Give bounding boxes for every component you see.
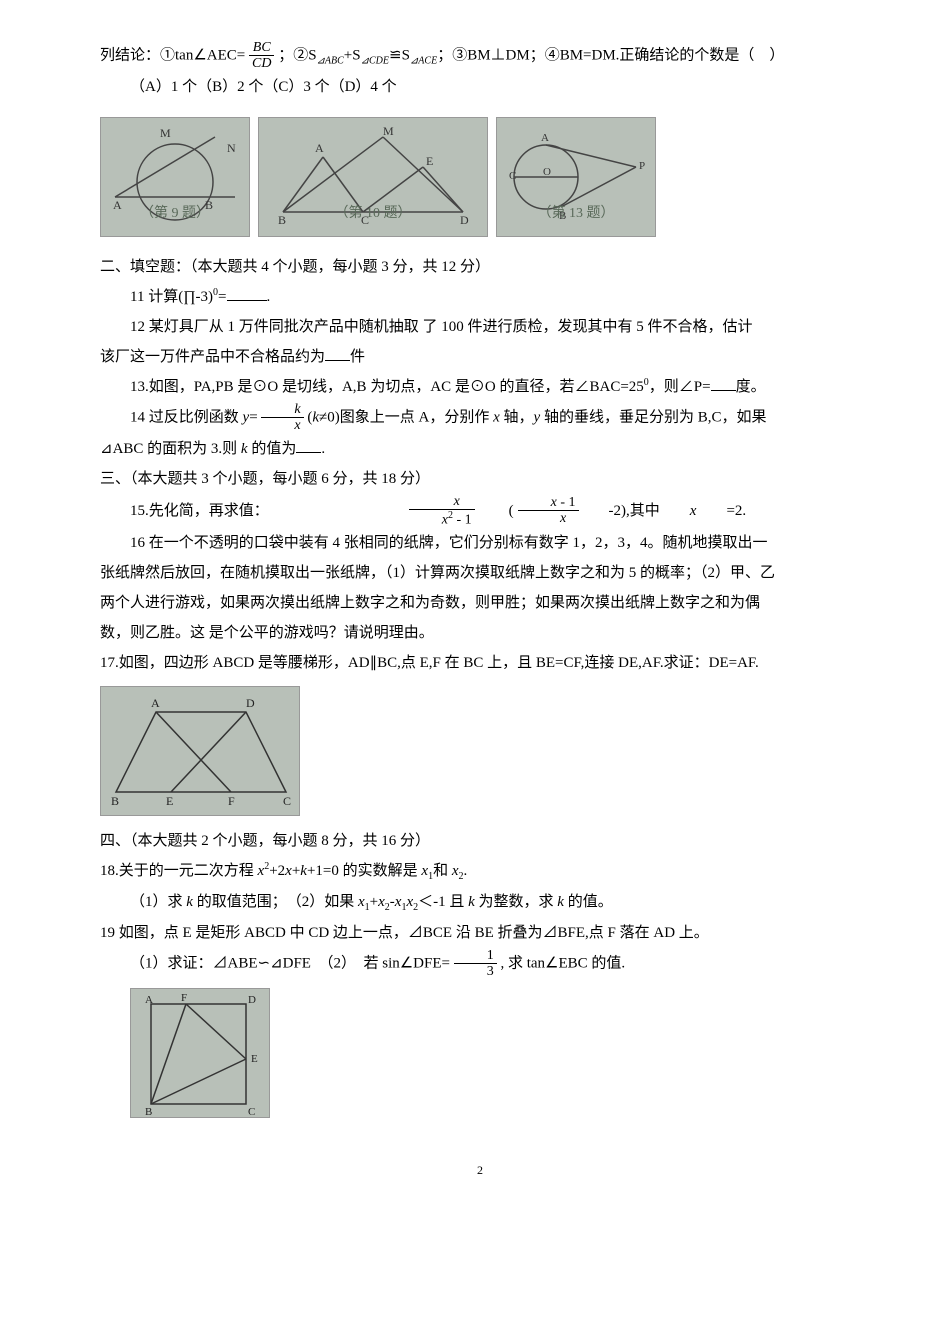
svg-text:E: E [166,794,173,808]
svg-text:M: M [383,127,394,138]
svg-text:A: A [151,696,160,710]
q12-line1: 12 某灯具厂从 1 万件同批次产品中随机抽取 了 100 件进行质检，发现其中… [100,312,860,342]
figure-9: A B M N （第 9 题） [100,117,250,237]
section-4-heading: 四、（本大题共 2 个小题，每小题 8 分，共 16 分） [100,826,860,856]
figures-row: A B M N （第 9 题） M E B C D A （第 10 题） [100,117,860,237]
svg-text:C: C [283,794,291,808]
svg-text:F: F [181,992,187,1004]
figure-10: M E B C D A （第 10 题） [258,117,488,237]
q14-line2: ⊿ABC 的面积为 3.则 k 的值为. [100,434,860,464]
svg-text:M: M [160,127,171,140]
section-2-heading: 二、填空题：（本大题共 4 个小题，每小题 3 分，共 12 分） [100,252,860,282]
q18-sub: （1）求 k 的取值范围； （2）如果 x1+x2-x1x2＜-1 且 k 为整… [100,887,860,918]
q16-l4: 数，则乙胜。这 是个公平的游戏吗？请说明理由。 [100,618,860,648]
q18: 18.关于的一元二次方程 x2+2x+k+1=0 的实数解是 x1和 x2. [100,856,860,887]
figure-17: A D B E F C [100,686,300,816]
q11: 11 计算(∏-3)0=. [100,282,860,312]
svg-text:D: D [246,696,255,710]
svg-text:A: A [541,132,549,144]
svg-text:A: A [315,141,324,155]
svg-text:C: C [509,170,516,182]
svg-text:A: A [113,198,122,212]
q10-stem: 列结论：①tan∠AEC= BC CD ；②S⊿ABC+S⊿CDE≌S⊿ACE；… [100,40,860,72]
svg-text:B: B [145,1106,152,1118]
q11-blank [227,286,267,301]
svg-text:B: B [278,213,286,227]
q14-blank [296,438,321,453]
q14-line1: 14 过反比例函数 y= k x (k≠0)图象上一点 A，分别作 x 轴，y … [100,402,860,434]
fig9-caption: （第 9 题） [140,200,210,228]
q19-frac: 1 3 [454,948,497,980]
svg-text:E: E [426,154,433,168]
svg-text:O: O [543,166,551,178]
q19-sub: （1）求证：⊿ABE∽⊿DFE （2） 若 sin∠DFE= 1 3 , 求 t… [100,948,860,980]
q15-frac2: x - 1 x [518,495,579,527]
svg-text:E: E [251,1053,258,1065]
q12-line2: 该厂这一万件产品中不合格品约为件 [100,342,860,372]
q13: 13.如图，PA,PB 是⊙O 是切线，A,B 为切点，AC 是⊙O 的直径，若… [100,372,860,402]
q10-intro: 列结论：①tan∠AEC= [100,47,245,63]
svg-text:B: B [111,794,119,808]
section-3-heading: 三、（本大题共 3 个小题，每小题 6 分，共 18 分） [100,464,860,494]
q15-frac1: x x2 - 1 [409,494,475,528]
svg-text:C: C [248,1106,255,1118]
q15: 15.先化简，再求值： x x2 - 1 ( x - 1 x -2),其中 x=… [100,494,860,528]
q19: 19 如图，点 E 是矩形 ABCD 中 CD 边上一点，⊿BCE 沿 BE 折… [100,918,860,948]
fig19-svg: A D B C E F [131,989,271,1119]
q16-l1: 16 在一个不透明的口袋中装有 4 张相同的纸牌，它们分别标有数字 1，2，3，… [100,528,860,558]
q14-frac: k x [261,402,303,434]
q16-l3: 两个人进行游戏，如果两次摸出纸牌上数字之和为奇数，则甲胜；如果两次摸出纸牌上数字… [100,588,860,618]
q10-frac: BC CD [249,40,274,72]
q12-blank [325,346,350,361]
q13-blank [711,376,736,391]
q17: 17.如图，四边形 ABCD 是等腰梯形，AD∥BC,点 E,F 在 BC 上，… [100,648,860,678]
svg-text:F: F [228,794,235,808]
fig10-caption: （第 10 题） [335,200,412,228]
figure-13: A O B P C （第 13 题） [496,117,656,237]
svg-text:A: A [145,994,153,1006]
page-number: 2 [100,1158,860,1182]
svg-text:P: P [639,160,645,172]
svg-text:N: N [227,141,236,155]
q10-choices: （A）1 个（B）2 个（C）3 个（D）4 个 [100,72,860,102]
fig13-caption: （第 13 题） [538,200,615,228]
svg-text:D: D [248,994,256,1006]
q16-l2: 张纸牌然后放回，在随机摸取出一张纸牌，（1）计算两次摸取纸牌上数字之和为 5 的… [100,558,860,588]
fig17-svg: A D B E F C [101,687,301,817]
svg-text:D: D [460,213,469,227]
figure-19: A D B C E F [130,988,270,1118]
